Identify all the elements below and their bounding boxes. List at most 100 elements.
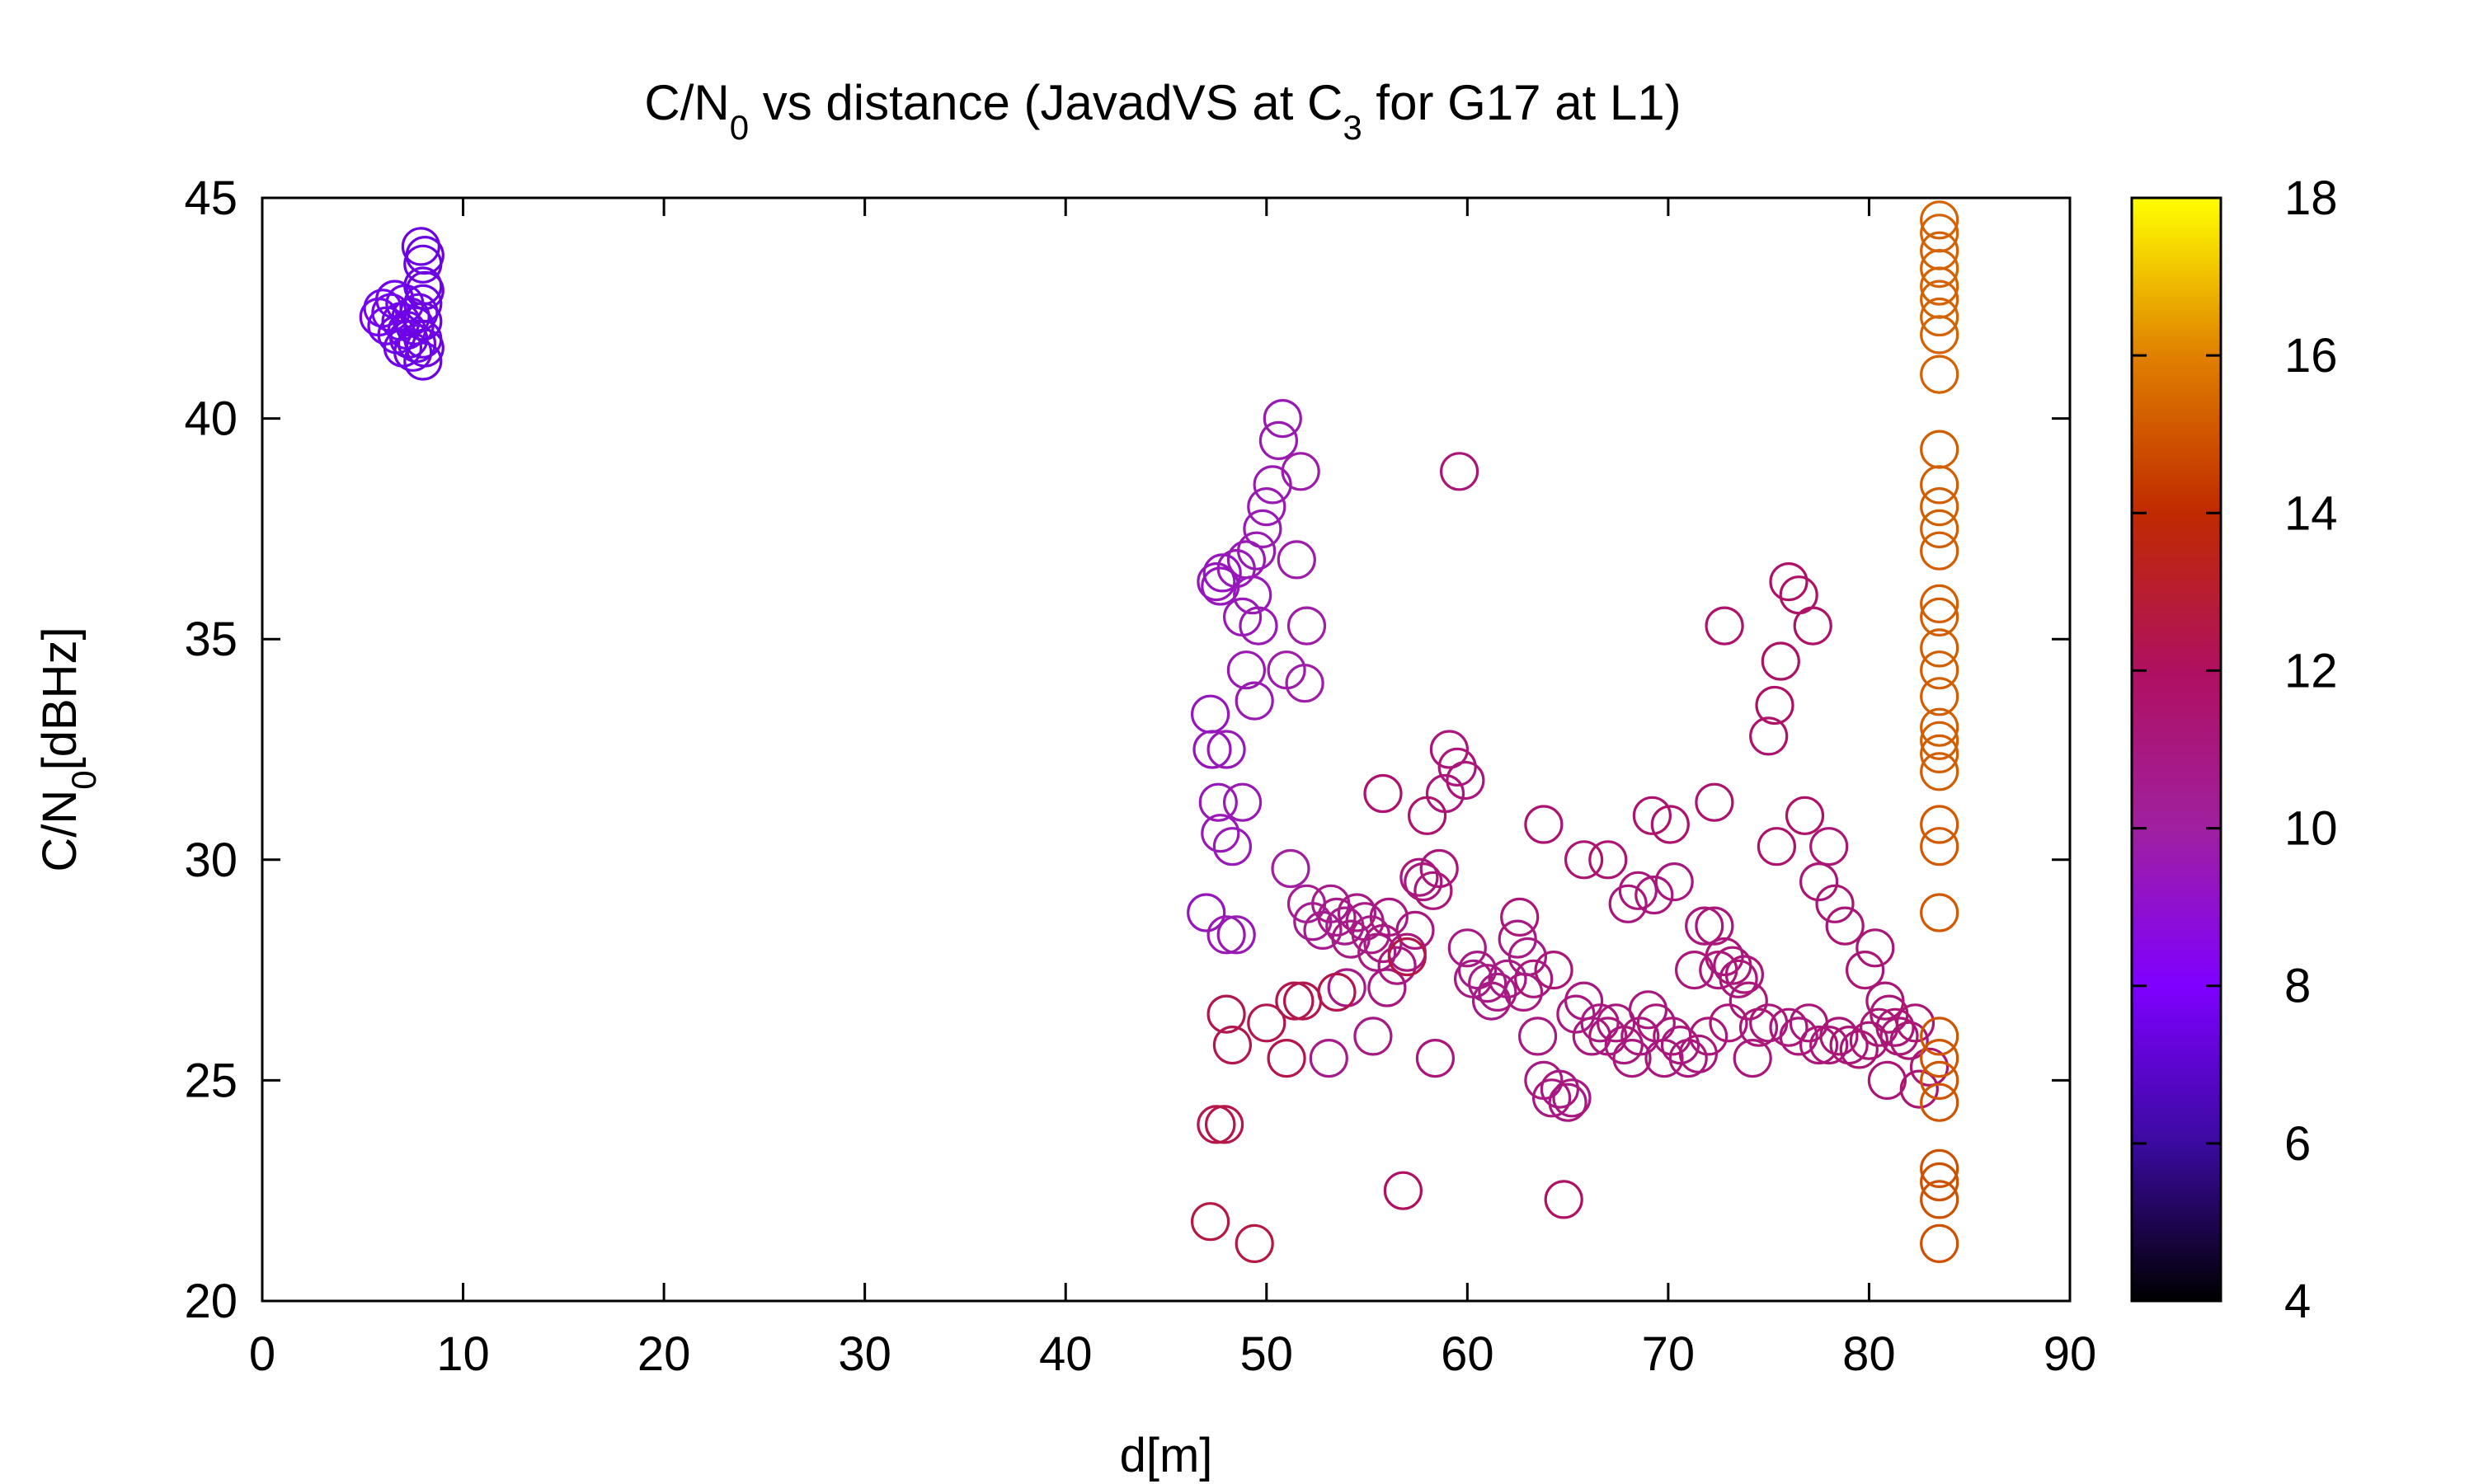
data-point bbox=[1899, 1069, 1939, 1109]
data-point bbox=[1920, 752, 1959, 791]
data-point bbox=[1239, 606, 1278, 646]
x-tick-label: 30 bbox=[838, 1327, 891, 1381]
data-point bbox=[1785, 796, 1825, 835]
data-point bbox=[1733, 1038, 1772, 1078]
data-point bbox=[1190, 1202, 1230, 1242]
data-point bbox=[1920, 509, 1959, 549]
x-tick-label: 10 bbox=[436, 1327, 490, 1381]
data-point bbox=[1920, 707, 1959, 747]
data-point bbox=[1920, 1223, 1959, 1264]
data-point bbox=[1799, 862, 1839, 902]
data-point bbox=[403, 341, 443, 381]
y-tick-label: 20 bbox=[184, 1275, 238, 1328]
data-point bbox=[1920, 297, 1959, 337]
x-tick-label: 80 bbox=[1842, 1327, 1896, 1381]
data-point bbox=[1552, 1078, 1592, 1118]
data-point bbox=[1815, 884, 1855, 923]
data-point bbox=[1285, 664, 1324, 703]
data-point bbox=[1201, 566, 1240, 606]
data-point bbox=[1920, 315, 1959, 355]
data-point bbox=[1399, 857, 1439, 897]
x-tick-label: 40 bbox=[1039, 1327, 1093, 1381]
data-point bbox=[1909, 1047, 1950, 1087]
data-point bbox=[1713, 946, 1752, 985]
data-point bbox=[1222, 782, 1263, 822]
data-point bbox=[1524, 805, 1564, 844]
x-tick-label: 70 bbox=[1642, 1327, 1696, 1381]
data-point bbox=[1628, 990, 1668, 1030]
data-point bbox=[1367, 968, 1407, 1007]
chart-title-sub2: 3 bbox=[1343, 108, 1362, 147]
data-point bbox=[1779, 1017, 1818, 1056]
colorbar-ticks: 4 6 8 10 12 14 16 18 bbox=[2132, 171, 2338, 1328]
data-point bbox=[1695, 782, 1734, 822]
data-point bbox=[1363, 773, 1403, 814]
data-point bbox=[1920, 1060, 1959, 1101]
data-point bbox=[1920, 465, 1959, 505]
data-point bbox=[1439, 452, 1479, 491]
x-tick-label: 0 bbox=[249, 1327, 275, 1381]
data-point bbox=[1895, 1003, 1935, 1043]
colorbar-tick-label: 6 bbox=[2284, 1117, 2311, 1171]
data-point bbox=[1317, 972, 1357, 1012]
data-point bbox=[1846, 950, 1885, 990]
data-point bbox=[1920, 827, 1959, 866]
data-point bbox=[1447, 928, 1487, 968]
data-point bbox=[1415, 1038, 1456, 1078]
data-point bbox=[1920, 584, 1959, 624]
data-point bbox=[1243, 509, 1282, 549]
data-point bbox=[1920, 266, 1959, 306]
colorbar-tick-label: 14 bbox=[2284, 486, 2338, 540]
data-point bbox=[1856, 928, 1895, 968]
data-point bbox=[1920, 1082, 1959, 1122]
chart-title-middle: vs distance (JavadVS at C bbox=[749, 75, 1343, 130]
colorbar-tick-label: 10 bbox=[2284, 802, 2338, 856]
data-point bbox=[1353, 1017, 1393, 1056]
data-point bbox=[1793, 606, 1832, 646]
data-point bbox=[1540, 1069, 1580, 1109]
data-point bbox=[1413, 871, 1453, 910]
data-points bbox=[359, 200, 1959, 1264]
chart-title-suffix: for G17 at L1) bbox=[1362, 75, 1681, 130]
data-point bbox=[1769, 561, 1808, 602]
data-point bbox=[1618, 871, 1658, 910]
data-point bbox=[1920, 1148, 1959, 1189]
data-point bbox=[1253, 465, 1292, 505]
data-point bbox=[1369, 897, 1409, 937]
data-point bbox=[1920, 355, 1959, 394]
data-point bbox=[1503, 972, 1544, 1012]
data-point bbox=[1233, 575, 1272, 615]
data-point bbox=[1357, 932, 1397, 972]
data-point bbox=[1660, 1025, 1700, 1065]
data-point bbox=[1534, 950, 1573, 990]
data-point bbox=[1799, 1025, 1839, 1065]
data-point bbox=[1317, 897, 1357, 937]
data-point bbox=[1286, 606, 1327, 646]
data-point bbox=[1920, 721, 1959, 760]
data-point bbox=[1875, 1007, 1915, 1047]
data-point bbox=[1517, 1017, 1558, 1056]
data-point bbox=[1468, 964, 1507, 1003]
data-point bbox=[1889, 1021, 1929, 1060]
data-point bbox=[1761, 641, 1800, 681]
data-point bbox=[1247, 486, 1286, 527]
data-point bbox=[1201, 814, 1240, 853]
colorbar-tick-label: 12 bbox=[2284, 644, 2338, 697]
data-point bbox=[1920, 893, 1959, 932]
data-point bbox=[1620, 1017, 1660, 1056]
data-point bbox=[1404, 862, 1443, 902]
x-axis-ticks: 0 10 20 30 40 50 60 70 80 90 bbox=[249, 198, 2096, 1381]
data-point bbox=[1920, 486, 1959, 527]
data-point bbox=[1429, 730, 1470, 769]
data-point bbox=[1632, 796, 1672, 835]
data-point bbox=[1204, 1105, 1244, 1144]
data-point bbox=[1920, 1017, 1959, 1056]
data-point bbox=[1920, 531, 1959, 571]
data-point bbox=[1197, 561, 1236, 602]
data-point bbox=[1216, 915, 1256, 955]
data-point bbox=[1809, 827, 1849, 866]
data-point bbox=[1419, 848, 1459, 889]
data-point bbox=[1865, 981, 1905, 1021]
x-tick-label: 60 bbox=[1441, 1327, 1494, 1381]
data-point bbox=[1198, 782, 1238, 822]
